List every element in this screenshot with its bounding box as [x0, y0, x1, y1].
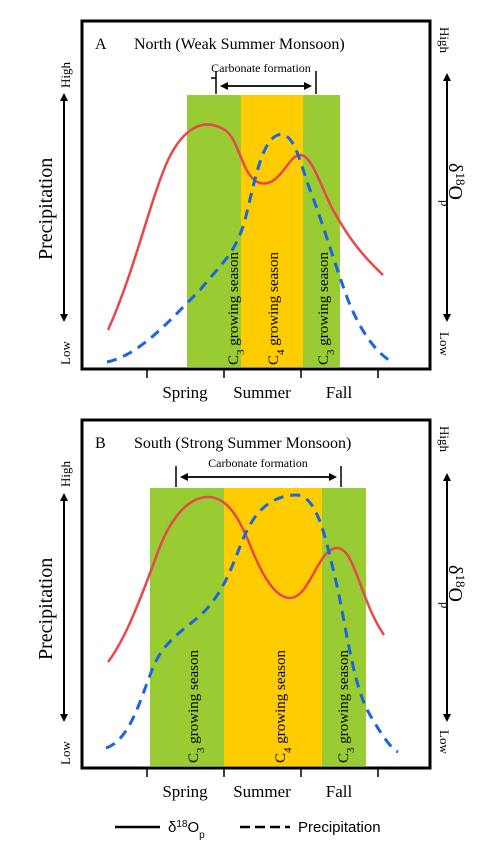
panel-b-xlabel-fall: Fall — [326, 782, 353, 801]
band-b-c3-fall-label: C3 growing season — [336, 649, 357, 763]
band-a-c4-summer — [241, 95, 303, 367]
legend-d18op-label: δ18Op — [168, 819, 205, 841]
panel-a-left-low: Low — [58, 341, 73, 365]
panel-b-left-high: High — [58, 461, 73, 488]
panel-b-xlabel-spring: Spring — [162, 782, 208, 801]
series-a-d18op-line — [106, 123, 384, 331]
panel-b-carbonate-label: Carbonate formation — [208, 456, 308, 470]
panel-a-xlabel-spring: Spring — [162, 383, 208, 402]
panel-b: B South (Strong Summer Monsoon) Carbonat… — [35, 418, 469, 801]
panel-a-right-low: Low — [437, 332, 452, 356]
band-b-c3-spring-label: C3 growing season — [186, 649, 207, 763]
panel-b-right-label: δ18Op — [439, 565, 469, 608]
series-a-precipitation-line — [106, 133, 393, 364]
band-b-c3-fall — [322, 488, 366, 766]
series-b-precipitation-line — [105, 493, 399, 754]
panel-b-right-low: Low — [437, 730, 452, 754]
band-a-c3-spring-label: C3 growing season — [226, 251, 247, 365]
panel-a-right-high: High — [437, 27, 452, 54]
legend: δ18Op Precipitation — [115, 819, 381, 841]
band-b-c3-spring — [150, 488, 224, 766]
panel-a-right-label: δ18Op — [439, 163, 469, 206]
panel-a-letter: A — [95, 36, 107, 53]
panel-a-title: North (Weak Summer Monsoon) — [134, 36, 345, 53]
panel-a-frame — [80, 19, 432, 371]
legend-precipitation-label: Precipitation — [298, 819, 381, 836]
band-a-c3-fall-label: C3 growing season — [316, 251, 337, 365]
panel-b-xlabel-summer: Summer — [233, 782, 291, 801]
panel-b-letter: B — [95, 435, 106, 452]
panel-b-right-high: High — [437, 426, 452, 453]
band-a-c4-summer-label: C4 growing season — [266, 251, 287, 365]
panel-a-carbonate-label: Carbonate formation — [211, 61, 311, 75]
panel-b-frame — [80, 418, 432, 770]
panel-b-left-label: Precipitation — [35, 558, 57, 660]
panel-a-xlabel-fall: Fall — [326, 383, 353, 402]
panel-a-xlabel-summer: Summer — [233, 383, 291, 402]
panel-a: A North (Weak Summer Monsoon) Carbonate … — [35, 19, 469, 402]
band-b-c4-summer-label: C4 growing season — [273, 649, 294, 763]
panel-a-left-high: High — [58, 62, 73, 89]
series-b-d18op-line — [107, 495, 386, 663]
band-a-c3-fall — [303, 95, 340, 367]
panel-a-left-label: Precipitation — [35, 158, 57, 260]
band-b-c4-summer — [224, 488, 322, 766]
panel-b-left-low: Low — [58, 741, 73, 765]
band-a-c3-spring — [187, 95, 241, 367]
panel-b-title: South (Strong Summer Monsoon) — [134, 435, 351, 452]
